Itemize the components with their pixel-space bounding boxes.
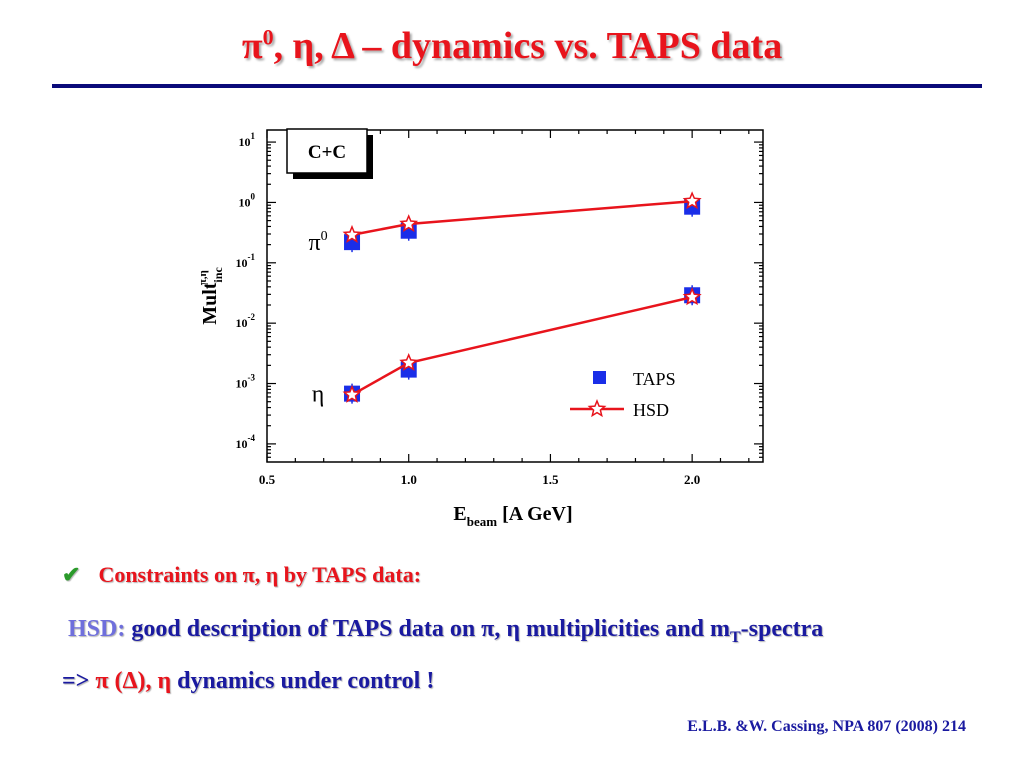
y-tick-label: 101	[239, 131, 256, 149]
bullet-constraints: ✔ Constraints on π, η by TAPS data:	[62, 562, 422, 587]
check-icon: ✔	[62, 562, 81, 587]
hsd-point	[682, 191, 702, 210]
hsd-point	[342, 384, 362, 403]
multiplicity-chart: 0.5 1.0 1.5 2.0 101 100 10-1 10-2 10-3 10-4 Ebeam …	[197, 128, 764, 529]
y-tick-label: 10-3	[236, 373, 256, 391]
hsd-point	[682, 287, 702, 306]
x-tick-label: 2.0	[684, 472, 700, 487]
legend-taps-marker	[593, 371, 606, 384]
reference-citation: E.L.B. &W. Cassing, NPA 807 (2008) 214	[687, 718, 966, 735]
plot-frame	[266, 129, 764, 463]
legend-hsd-label: HSD	[633, 400, 669, 420]
legend-taps-label: TAPS	[633, 369, 676, 389]
curve-label-eta: η	[312, 382, 325, 408]
y-tick-label: 10-1	[236, 252, 256, 270]
hsd-point	[342, 224, 362, 243]
x-tick-label: 1.5	[542, 472, 559, 487]
x-tick-label: 1.0	[401, 472, 417, 487]
bullet-hsd: HSD: good description of TAPS data on π,…	[68, 616, 824, 646]
y-axis-label: Multincπ,η	[197, 267, 225, 325]
bullet-conclusion: => π (Δ), η dynamics under control !	[62, 668, 435, 694]
hsd-point	[399, 214, 419, 232]
y-tick-label: 10-2	[236, 312, 256, 330]
hsd-point	[399, 352, 419, 371]
slide-title: π0, η, Δ – dynamics vs. TAPS data	[241, 24, 783, 67]
x-axis-label: Ebeam [A GeV]	[453, 503, 572, 529]
title-divider	[52, 84, 982, 88]
system-label-box	[286, 128, 368, 174]
x-tick-label: 0.5	[259, 472, 276, 487]
y-tick-label: 100	[239, 191, 256, 209]
legend-hsd-marker	[587, 399, 607, 418]
curve-label-pi0: π0	[308, 229, 327, 256]
y-tick-label: 10-4	[236, 433, 256, 451]
system-label: C+C	[308, 142, 346, 163]
